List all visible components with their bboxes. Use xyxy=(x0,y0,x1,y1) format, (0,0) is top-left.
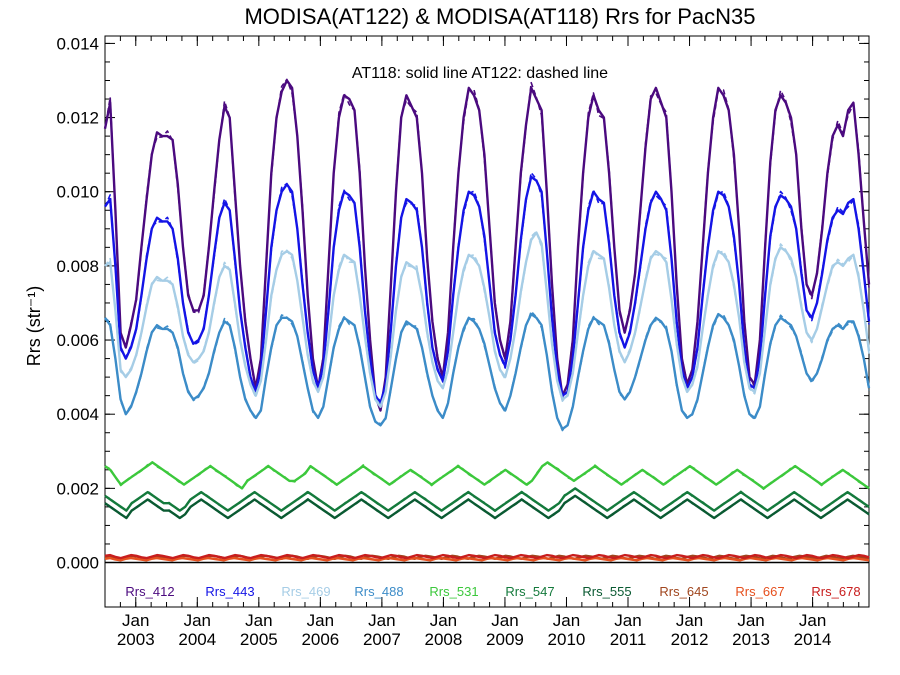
y-tick-label: 0.000 xyxy=(56,554,99,573)
y-tick-label: 0.004 xyxy=(56,405,99,424)
x-tick-month-label: Jan xyxy=(614,611,641,630)
series-line-rrs-678-dashed xyxy=(104,554,870,559)
legend-entry-rrs-469: Rrs_469 xyxy=(281,584,330,599)
x-tick-month-label: Jan xyxy=(122,611,149,630)
x-tick-year-label: 2005 xyxy=(240,630,278,649)
x-tick-year-label: 2012 xyxy=(671,630,709,649)
x-tick-year-label: 2009 xyxy=(486,630,524,649)
x-tick-month-label: Jan xyxy=(184,611,211,630)
x-tick-month-label: Jan xyxy=(676,611,703,630)
x-tick-month-label: Jan xyxy=(737,611,764,630)
y-axis: 0.000 0.002 0.004 0.006 0.008 0.010 0.012 0.014 xyxy=(56,34,869,573)
x-tick-year-label: 2014 xyxy=(794,630,832,649)
y-tick-label: 0.014 xyxy=(56,34,99,53)
x-tick-year-label: 2006 xyxy=(301,630,339,649)
y-axis-label: Rrs (str⁻¹) xyxy=(24,286,44,366)
series-line-rrs-531-dashed xyxy=(104,461,870,491)
legend-entry-rrs-667: Rrs_667 xyxy=(735,584,784,599)
series-line-rrs-488-solid xyxy=(104,312,871,431)
x-tick-year-label: 2008 xyxy=(425,630,463,649)
legend-entry-rrs-488: Rrs_488 xyxy=(354,584,403,599)
x-tick-month-label: Jan xyxy=(491,611,518,630)
legend-entry-rrs-443: Rrs_443 xyxy=(205,584,254,599)
x-tick-year-label: 2004 xyxy=(178,630,216,649)
chart-title: MODISA(AT122) & MODISA(AT118) Rrs for Pa… xyxy=(244,4,755,29)
series-line-rrs-547-solid xyxy=(104,487,870,512)
plot-frame xyxy=(104,35,870,608)
legend-entry-rrs-678: Rrs_678 xyxy=(811,584,860,599)
line-style-annotation: AT118: solid line AT122: dashed line xyxy=(352,65,608,82)
y-tick-label: 0.002 xyxy=(56,479,99,498)
legend-entry-rrs-555: Rrs_555 xyxy=(582,584,631,599)
series-line-rrs-469-dashed xyxy=(104,230,870,407)
series-line-rrs-547-dashed xyxy=(104,488,870,513)
y-tick-label: 0.006 xyxy=(56,331,99,350)
legend-entry-rrs-645: Rrs_645 xyxy=(659,584,708,599)
x-tick-year-label: 2007 xyxy=(363,630,401,649)
x-tick-year-label: 2013 xyxy=(732,630,770,649)
x-tick-month-label: Jan xyxy=(307,611,334,630)
legend-entry-rrs-547: Rrs_547 xyxy=(505,584,554,599)
legend: Rrs_412 Rrs_443 Rrs_469 Rrs_488 Rrs_531 Rrs_5… xyxy=(125,584,860,599)
x-tick-year-label: 2003 xyxy=(117,630,155,649)
series-line-rrs-488-dashed xyxy=(104,310,870,432)
x-tick-month-label: Jan xyxy=(799,611,826,630)
y-tick-label: 0.012 xyxy=(56,109,99,128)
x-tick-year-label: 2010 xyxy=(548,630,586,649)
legend-entry-rrs-412: Rrs_412 xyxy=(125,584,174,599)
series-line-rrs-412-dashed xyxy=(104,78,870,410)
series-line-rrs-667-dashed xyxy=(104,557,870,562)
x-tick-month-label: Jan xyxy=(245,611,272,630)
series-line-rrs-555-solid xyxy=(104,494,870,520)
x-tick-month-label: Jan xyxy=(368,611,395,630)
series-lines xyxy=(103,78,871,562)
series-line-rrs-412-solid xyxy=(103,79,871,412)
series-line-rrs-443-solid xyxy=(104,175,871,405)
x-tick-year-label: 2011 xyxy=(610,630,647,649)
x-axis: Jan2003Jan2004Jan2005Jan2006Jan2007Jan20… xyxy=(104,36,860,649)
x-tick-month-label: Jan xyxy=(553,611,580,630)
series-line-rrs-555-dashed xyxy=(104,495,870,520)
y-tick-label: 0.008 xyxy=(56,257,99,276)
x-tick-month-label: Jan xyxy=(430,611,457,630)
series-line-rrs-443-dashed xyxy=(104,171,870,403)
y-tick-label: 0.010 xyxy=(56,183,99,202)
series-line-rrs-531-solid xyxy=(104,461,870,490)
legend-entry-rrs-531: Rrs_531 xyxy=(429,584,478,599)
